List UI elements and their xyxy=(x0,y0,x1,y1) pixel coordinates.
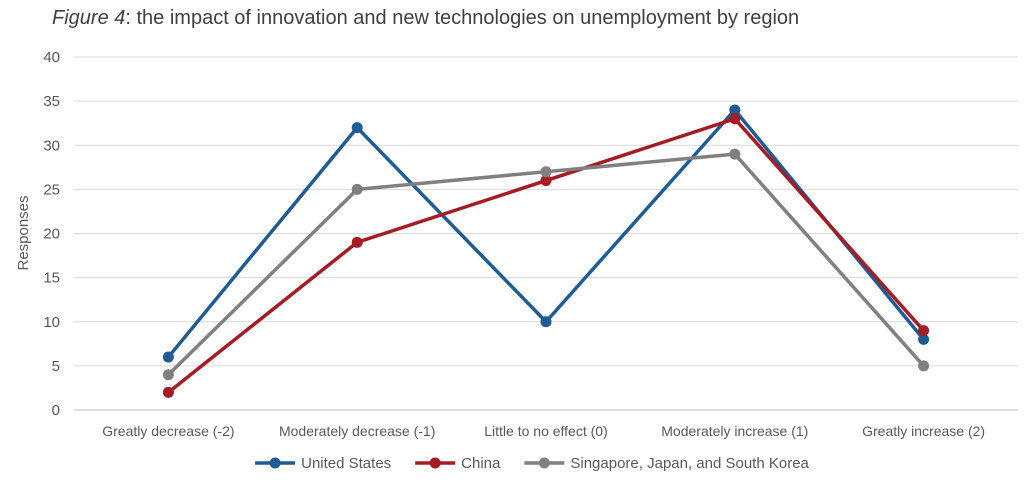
x-category-label: Little to no effect (0) xyxy=(484,423,607,439)
y-tick-label: 25 xyxy=(43,181,60,198)
data-point xyxy=(540,316,552,328)
data-point xyxy=(351,183,363,195)
x-category-label: Moderately increase (1) xyxy=(661,423,808,439)
series-3 xyxy=(162,148,930,381)
legend-label: China xyxy=(461,455,501,472)
data-point xyxy=(918,325,930,337)
data-point xyxy=(162,369,174,381)
chart-title-figure-label: Figure 4 xyxy=(52,7,126,29)
y-tick-label: 30 xyxy=(43,137,60,154)
x-category-label: Moderately decrease (-1) xyxy=(279,423,435,439)
x-axis-categories: Greatly decrease (-2) Moderately decrease… xyxy=(102,423,985,439)
series-1 xyxy=(162,104,930,363)
data-point xyxy=(729,113,741,125)
data-point xyxy=(540,175,552,187)
chart-title: Figure 4: the impact of innovation and n… xyxy=(52,7,799,30)
data-point xyxy=(540,166,552,178)
gridlines xyxy=(74,56,1018,411)
x-category-label: Greatly increase (2) xyxy=(862,423,985,439)
y-axis-ticks: 0 5 10 15 20 25 30 35 40 xyxy=(43,49,60,419)
y-tick-label: 10 xyxy=(43,314,60,331)
data-point xyxy=(729,104,741,116)
legend-swatch-marker xyxy=(538,457,550,469)
y-tick-label: 40 xyxy=(43,49,60,66)
data-point xyxy=(351,122,363,134)
series-2 xyxy=(162,113,930,398)
series-line xyxy=(167,152,925,376)
y-tick-label: 20 xyxy=(43,226,60,243)
chart-title-text: : the impact of innovation and new techn… xyxy=(125,7,800,29)
y-tick-label: 35 xyxy=(43,93,60,110)
legend: United States China Singapore, Japan, and … xyxy=(255,455,810,472)
series-line xyxy=(167,117,925,394)
legend-item: United States xyxy=(255,455,391,472)
series-lines xyxy=(162,104,930,398)
data-point xyxy=(162,351,174,363)
legend-item: China xyxy=(415,455,501,472)
legend-item: Singapore, Japan, and South Korea xyxy=(524,455,810,472)
y-tick-label: 0 xyxy=(52,402,60,419)
y-tick-label: 5 xyxy=(52,358,60,375)
data-point xyxy=(918,360,930,372)
legend-swatch-marker xyxy=(429,457,441,469)
legend-label: Singapore, Japan, and South Korea xyxy=(570,455,809,472)
x-category-label: Greatly decrease (-2) xyxy=(102,423,234,439)
y-tick-label: 15 xyxy=(43,270,60,287)
data-point xyxy=(729,148,741,160)
legend-label: United States xyxy=(301,455,391,472)
data-point xyxy=(918,333,930,345)
y-axis-title: Responses xyxy=(15,195,32,270)
data-point xyxy=(351,236,363,248)
legend-swatch-marker xyxy=(269,457,281,469)
data-point xyxy=(162,386,174,398)
